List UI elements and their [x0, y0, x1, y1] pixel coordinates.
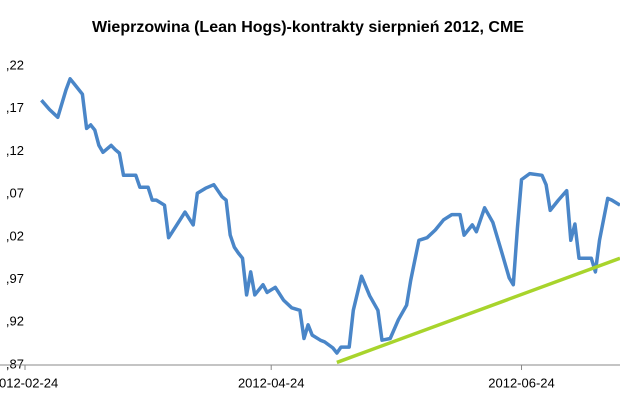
- trend-line: [336, 256, 620, 365]
- x-tick-label: 2012-06-24: [488, 375, 555, 390]
- x-tick-label: 2012-04-24: [238, 375, 305, 390]
- price-line: [40, 77, 620, 355]
- y-tick-label: ,02: [6, 228, 24, 243]
- y-tick-label: ,87: [6, 356, 24, 371]
- y-tick-label: ,12: [6, 143, 24, 158]
- y-tick-label: ,97: [6, 271, 24, 286]
- y-tick-label: ,22: [6, 57, 24, 72]
- y-tick-label: ,92: [6, 314, 24, 329]
- x-tick-label: 2012-02-24: [0, 375, 58, 390]
- chart-title: Wieprzowina (Lean Hogs)-kontrakty sierpn…: [92, 19, 524, 36]
- y-tick-label: ,17: [6, 100, 24, 115]
- y-tick-label: ,07: [6, 186, 24, 201]
